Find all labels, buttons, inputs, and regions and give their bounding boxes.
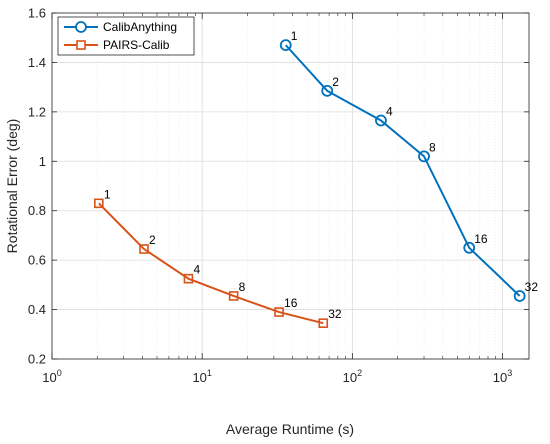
x-tick-label: 103 <box>493 368 512 385</box>
y-tick-label: 0.6 <box>28 253 46 268</box>
data-point-marker <box>375 114 387 127</box>
y-tick-label: 1.4 <box>28 55 46 70</box>
data-label: 16 <box>284 296 298 310</box>
data-label: 1 <box>104 187 111 201</box>
legend-label: PAIRS-Calib <box>103 38 170 52</box>
data-point-marker <box>279 39 292 52</box>
data-point-marker <box>318 318 329 328</box>
data-point-marker <box>321 84 334 97</box>
legend: CalibAnything PAIRS-Calib <box>57 16 195 56</box>
y-tick-label: 0.8 <box>28 203 46 218</box>
data-label: 2 <box>332 75 339 89</box>
data-label: 8 <box>429 140 436 154</box>
series-pairs-calib: 1 2 4 8 16 32 <box>94 187 342 328</box>
data-point-marker <box>183 273 194 284</box>
data-point-marker <box>418 150 430 163</box>
data-label: 1 <box>291 29 298 43</box>
x-axis-label: Average Runtime (s) <box>226 421 354 437</box>
data-label: 16 <box>474 232 488 246</box>
plot-area <box>52 13 529 359</box>
x-tick-label: 100 <box>42 368 61 385</box>
series-layer: 1 2 4 8 16 32 1 2 4 8 16 32 <box>94 29 539 328</box>
data-label: 32 <box>328 307 342 321</box>
x-tick-label: 101 <box>192 368 211 385</box>
data-point-marker <box>274 307 284 317</box>
data-label: 4 <box>193 263 200 277</box>
legend-label: CalibAnything <box>103 20 177 34</box>
data-point-marker <box>139 244 149 254</box>
data-label: 2 <box>149 233 156 247</box>
y-axis-label: Rotational Error (deg) <box>4 119 20 254</box>
data-point-marker <box>463 241 476 254</box>
data-point-marker <box>228 291 239 301</box>
y-tick-label: 1.2 <box>28 104 46 119</box>
y-tick-label: 1 <box>39 154 46 169</box>
legend-item: CalibAnything <box>64 20 177 34</box>
series-line <box>98 202 324 325</box>
data-point-marker <box>94 198 104 209</box>
series-calibanything: 1 2 4 8 16 32 <box>279 29 539 302</box>
data-label: 32 <box>525 280 539 294</box>
axis-ticks: 100 101 102 103 0.2 0.4 0.6 0.8 1 1.2 1.4 1.6 <box>28 6 529 385</box>
data-point-marker <box>513 290 526 302</box>
data-label: 8 <box>239 280 246 294</box>
x-tick-label: 102 <box>343 368 362 385</box>
legend-swatch-marker <box>76 40 86 50</box>
legend-item: PAIRS-Calib <box>64 38 170 52</box>
legend-swatch-marker <box>75 21 87 33</box>
series-line <box>284 44 521 297</box>
y-tick-label: 0.2 <box>28 352 46 367</box>
y-tick-label: 0.4 <box>28 302 46 317</box>
y-tick-label: 1.6 <box>28 6 46 21</box>
plot-frame <box>51 12 530 360</box>
data-label: 4 <box>386 105 393 119</box>
